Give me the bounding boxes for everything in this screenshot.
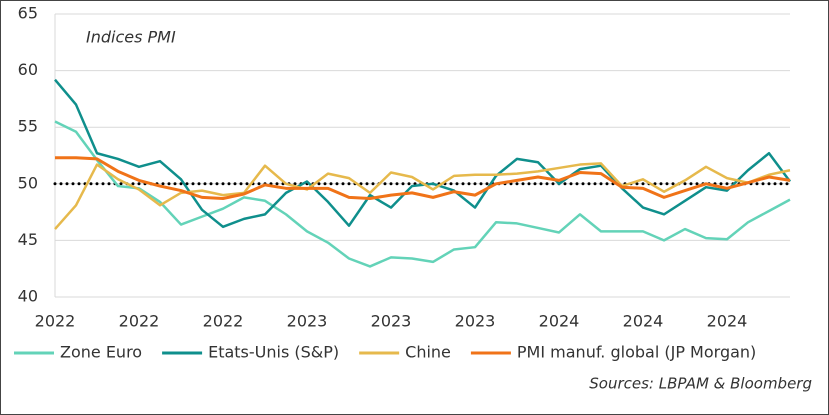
series-line xyxy=(54,78,792,229)
legend-label: PMI manuf. global (JP Morgan) xyxy=(517,343,756,362)
x-tick-label: 2022 xyxy=(35,312,76,331)
y-tick-label: 55 xyxy=(18,117,38,136)
y-tick-label: 45 xyxy=(18,230,38,249)
series-line xyxy=(54,162,791,230)
chart-title: Indices PMI xyxy=(86,28,176,47)
legend-label: Zone Euro xyxy=(60,343,142,362)
x-tick-label: 2024 xyxy=(539,312,580,331)
x-tick-label: 2024 xyxy=(623,312,664,331)
x-tick-label: 2022 xyxy=(203,312,244,331)
source: Sources: LBPAM & Bloomberg xyxy=(589,375,812,393)
legend-label: Etats-Unis (S&P) xyxy=(208,343,339,362)
grid xyxy=(54,13,790,298)
x-tick-label: 2023 xyxy=(455,312,496,331)
y-tick-label: 60 xyxy=(18,60,38,79)
x-tick-label: 2022 xyxy=(119,312,160,331)
series-line xyxy=(55,156,791,201)
series-line xyxy=(54,120,791,268)
y-tick-label: 65 xyxy=(18,4,38,23)
x-tick-label: 2023 xyxy=(287,312,328,331)
legend-label: Chine xyxy=(405,343,451,362)
x-tick-label: 2023 xyxy=(371,312,412,331)
y-tick-label: 50 xyxy=(18,173,38,192)
y-tick-label: 40 xyxy=(18,287,38,306)
x-tick-label: 2024 xyxy=(707,312,748,331)
